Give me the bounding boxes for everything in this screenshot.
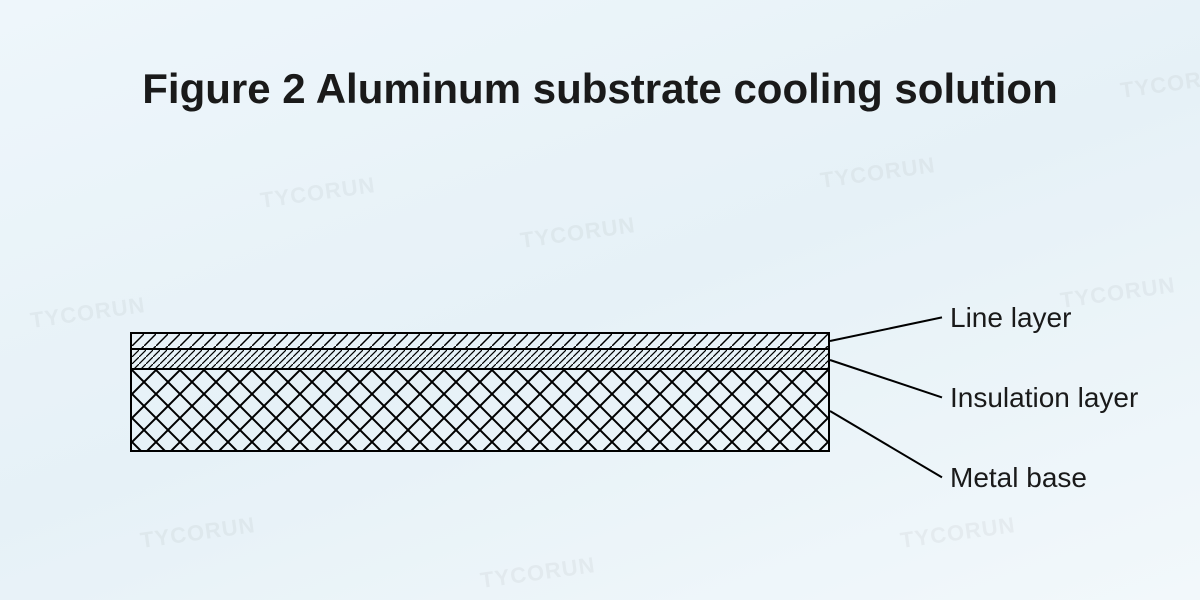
- watermark: TYCORUN: [139, 512, 257, 554]
- layer-insulation-layer: [130, 350, 830, 370]
- watermark: TYCORUN: [479, 552, 597, 594]
- label-insulation-layer: Insulation layer: [950, 382, 1138, 414]
- layer-metal-base: [130, 370, 830, 452]
- lead-metal-base: [830, 411, 942, 477]
- watermark: TYCORUN: [29, 292, 147, 334]
- watermark: TYCORUN: [519, 212, 637, 254]
- watermark: TYCORUN: [1059, 272, 1177, 314]
- lead-line-layer: [830, 317, 942, 341]
- watermark: TYCORUN: [259, 172, 377, 214]
- watermark: TYCORUN: [819, 152, 937, 194]
- label-line-layer: Line layer: [950, 302, 1071, 334]
- lead-insulation-layer: [830, 360, 942, 397]
- label-metal-base: Metal base: [950, 462, 1087, 494]
- figure-title: Figure 2 Aluminum substrate cooling solu…: [0, 65, 1200, 113]
- layer-line-layer: [130, 332, 830, 350]
- watermark: TYCORUN: [899, 512, 1017, 554]
